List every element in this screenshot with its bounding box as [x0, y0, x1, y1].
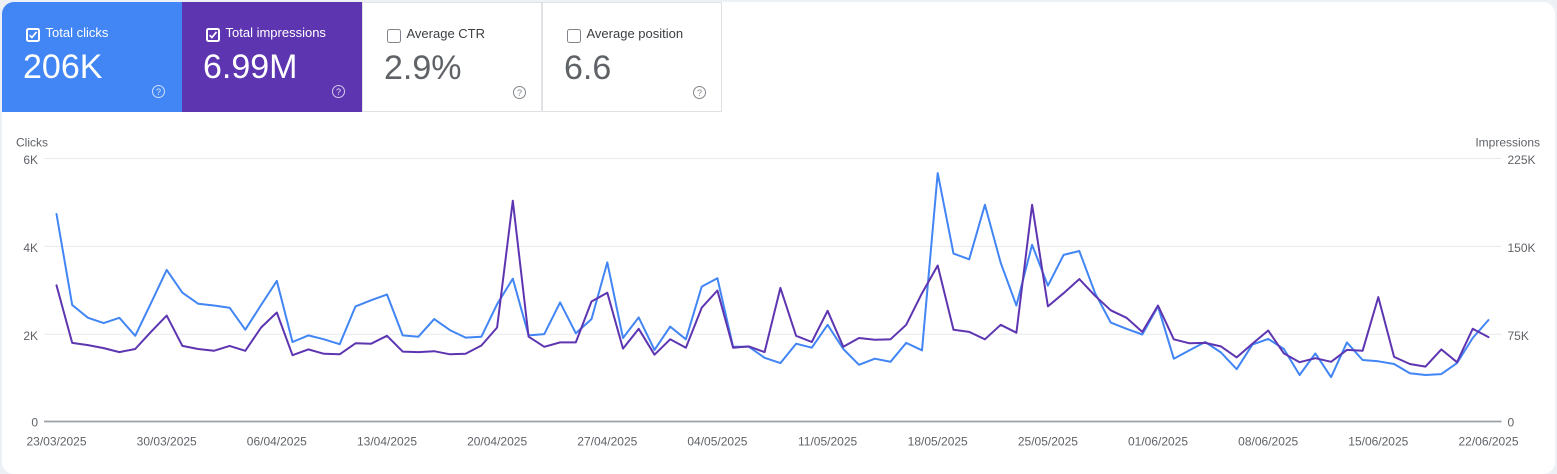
svg-text:6K: 6K — [23, 153, 38, 167]
svg-text:Clicks: Clicks — [16, 136, 48, 150]
svg-text:11/05/2025: 11/05/2025 — [798, 435, 857, 449]
svg-text:06/04/2025: 06/04/2025 — [247, 435, 307, 449]
svg-text:04/05/2025: 04/05/2025 — [687, 435, 747, 449]
svg-text:4K: 4K — [23, 241, 38, 255]
svg-text:Impressions: Impressions — [1475, 136, 1540, 150]
svg-text:2K: 2K — [23, 329, 38, 343]
svg-text:75K: 75K — [1508, 329, 1529, 343]
svg-text:23/03/2025: 23/03/2025 — [26, 435, 86, 449]
svg-text:01/06/2025: 01/06/2025 — [1128, 435, 1188, 449]
svg-text:13/04/2025: 13/04/2025 — [357, 435, 417, 449]
svg-text:25/05/2025: 25/05/2025 — [1018, 435, 1078, 449]
svg-text:22/06/2025: 22/06/2025 — [1458, 435, 1518, 449]
svg-text:18/05/2025: 18/05/2025 — [908, 435, 968, 449]
svg-text:225K: 225K — [1508, 153, 1536, 167]
svg-text:08/06/2025: 08/06/2025 — [1238, 435, 1298, 449]
svg-text:20/04/2025: 20/04/2025 — [467, 435, 527, 449]
svg-text:0: 0 — [1508, 415, 1515, 429]
svg-text:30/03/2025: 30/03/2025 — [137, 435, 197, 449]
svg-text:27/04/2025: 27/04/2025 — [577, 435, 637, 449]
svg-text:15/06/2025: 15/06/2025 — [1348, 435, 1408, 449]
svg-text:0: 0 — [31, 415, 38, 429]
svg-text:150K: 150K — [1508, 241, 1536, 255]
